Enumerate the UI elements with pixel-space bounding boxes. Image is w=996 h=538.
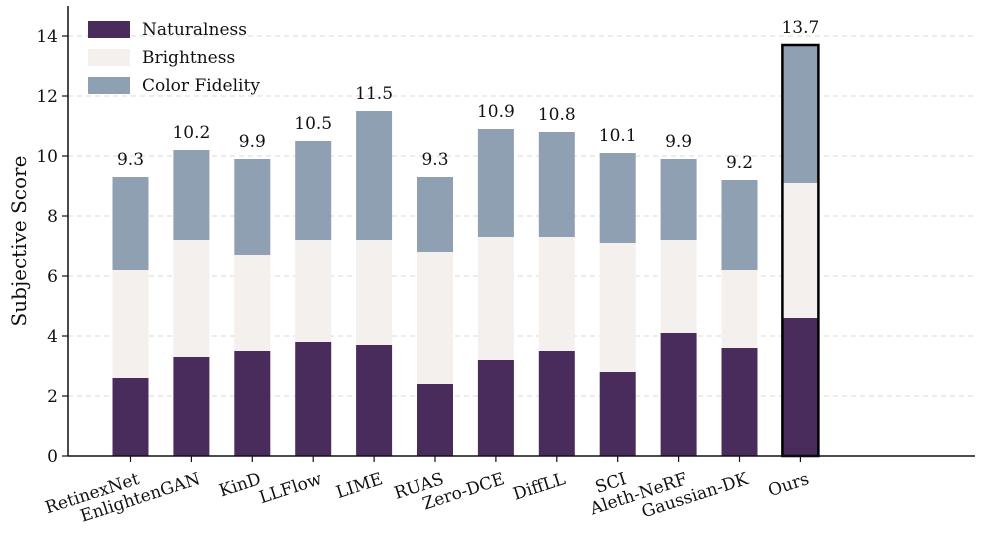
y-tick-label: 0 [47, 447, 58, 467]
legend-swatch-brightness [88, 49, 130, 66]
total-label: 10.2 [172, 123, 210, 143]
y-axis-label: Subjective Score [7, 156, 31, 327]
bar-segment-color-fidelity [660, 159, 697, 240]
legend-label: Color Fidelity [142, 76, 260, 96]
total-label: 13.7 [781, 18, 819, 38]
total-label: 10.9 [477, 102, 515, 122]
x-category-label: DiffLL [511, 469, 568, 505]
bar-segment-color-fidelity [538, 132, 575, 237]
bar-segment-brightness [660, 240, 697, 333]
bar-segment-color-fidelity [477, 129, 514, 237]
y-tick-label: 6 [47, 267, 58, 287]
bar-segment-color-fidelity [599, 153, 636, 243]
bar-segment-color-fidelity [234, 159, 271, 255]
bar-segment-naturalness [173, 357, 210, 456]
total-label: 10.5 [294, 114, 332, 134]
bar-segment-naturalness [417, 384, 453, 456]
total-label: 9.3 [421, 150, 448, 170]
bar-segment-naturalness [234, 351, 271, 456]
x-category-label: LIME [334, 469, 386, 503]
bar-segment-color-fidelity [112, 177, 149, 270]
y-tick-label: 10 [36, 147, 58, 167]
total-label: 11.5 [355, 84, 393, 104]
bar-segment-naturalness [782, 318, 819, 456]
total-label: 10.1 [599, 126, 637, 146]
bar-segment-naturalness [660, 333, 697, 456]
total-label: 10.8 [538, 105, 576, 125]
x-category-label: LLFlow [257, 469, 325, 508]
bar-segment-brightness [234, 255, 271, 351]
legend-swatch-naturalness [88, 21, 130, 38]
bar-segment-brightness [417, 252, 453, 384]
bar-segment-color-fidelity [295, 141, 332, 240]
x-category-label: Ours [766, 469, 812, 501]
legend-label: Brightness [142, 48, 235, 68]
bar-segment-naturalness [538, 351, 575, 456]
bar-segment-naturalness [721, 348, 758, 456]
bar-segment-brightness [295, 240, 332, 342]
bar-segment-color-fidelity [173, 150, 210, 240]
total-label: 9.9 [665, 132, 692, 152]
total-label: 9.9 [239, 132, 266, 152]
y-tick-label: 2 [47, 387, 58, 407]
bar-segment-brightness [538, 237, 575, 351]
bar-segment-brightness [721, 270, 758, 348]
bar-segment-brightness [356, 240, 393, 345]
bar-segment-brightness [782, 183, 819, 318]
bar-segment-naturalness [477, 360, 514, 456]
legend-swatch-color-fidelity [88, 77, 130, 94]
bar-segment-color-fidelity [721, 180, 758, 270]
legend-label: Naturalness [142, 20, 247, 40]
bar-segment-brightness [173, 240, 210, 357]
total-label: 9.3 [117, 150, 144, 170]
x-category-label: KinD [217, 469, 264, 501]
bar-segment-brightness [477, 237, 514, 360]
bar-segment-naturalness [112, 378, 149, 456]
bar-segment-naturalness [599, 372, 636, 456]
bar-segment-brightness [112, 270, 149, 378]
total-label: 9.2 [726, 153, 753, 173]
bar-segment-naturalness [295, 342, 332, 456]
y-tick-label: 8 [47, 207, 58, 227]
bar-segment-color-fidelity [356, 111, 393, 240]
y-tick-label: 4 [47, 327, 58, 347]
bar-segment-color-fidelity [782, 45, 819, 183]
y-tick-label: 12 [36, 87, 58, 107]
y-tick-label: 14 [36, 27, 58, 47]
bar-segment-naturalness [356, 345, 393, 456]
bar-segment-color-fidelity [417, 177, 453, 252]
bar-segment-brightness [599, 243, 636, 372]
